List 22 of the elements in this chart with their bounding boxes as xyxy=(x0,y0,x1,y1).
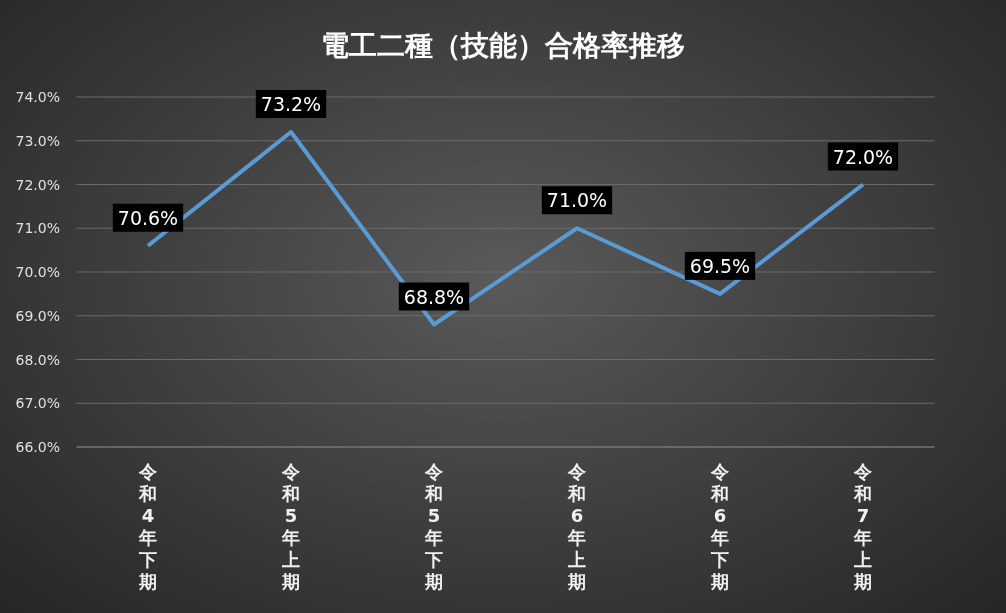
data-label: 70.6% xyxy=(117,206,179,229)
chart-title: 電工二種（技能）合格率推移 xyxy=(321,29,685,62)
x-tick-label: 令和5年下期 xyxy=(424,461,444,592)
y-tick-label: 70.0% xyxy=(15,264,60,280)
y-tick-label: 66.0% xyxy=(15,439,60,455)
data-label: 72.0% xyxy=(832,145,894,168)
y-tick-label: 72.0% xyxy=(15,176,60,193)
data-label: 73.2% xyxy=(260,93,322,115)
y-tick-label: 71.0% xyxy=(15,220,60,237)
data-label: 71.0% xyxy=(546,189,608,212)
y-tick-label: 68.0% xyxy=(15,351,60,368)
y-tick-label: 74.0% xyxy=(15,89,60,105)
x-tick-label: 令和6年上期 xyxy=(567,461,587,592)
data-label: 69.5% xyxy=(689,254,751,277)
x-tick-label: 令和6年下期 xyxy=(710,461,730,592)
data-label: 68.8% xyxy=(403,285,465,308)
x-tick-label: 令和7年上期 xyxy=(853,461,873,592)
y-tick-label: 69.0% xyxy=(15,307,60,324)
y-tick-label: 67.0% xyxy=(15,395,60,412)
y-tick-label: 73.0% xyxy=(15,132,60,149)
x-tick-label: 令和4年下期 xyxy=(138,461,158,592)
x-tick-label: 令和5年上期 xyxy=(281,461,301,592)
